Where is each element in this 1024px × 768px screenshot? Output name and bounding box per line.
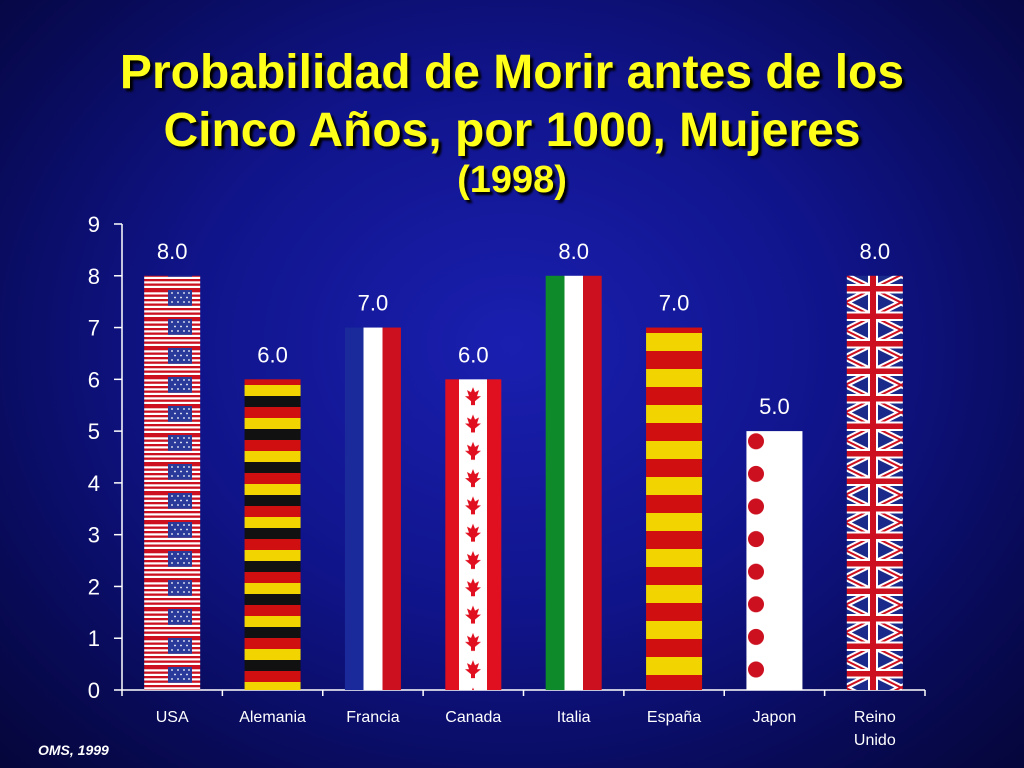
category-label: Francia <box>346 709 399 726</box>
category-label: USA <box>156 709 189 726</box>
value-label: 8.0 <box>157 239 188 264</box>
value-label: 8.0 <box>558 239 589 264</box>
value-label: 8.0 <box>860 239 891 264</box>
category-label: Alemania <box>239 709 306 726</box>
value-label: 5.0 <box>759 394 790 419</box>
bar-españa <box>646 327 703 690</box>
category-label: Canada <box>445 709 501 726</box>
bar-canada <box>445 379 502 690</box>
bar-italia <box>545 275 602 690</box>
y-tick-label: 1 <box>88 626 100 651</box>
y-tick-label: 3 <box>88 523 100 548</box>
category-label: Reino <box>854 709 896 726</box>
category-label: Italia <box>557 709 591 726</box>
y-tick-label: 9 <box>88 212 100 237</box>
value-label: 6.0 <box>257 342 288 367</box>
y-tick-label: 8 <box>88 264 100 289</box>
value-label: 7.0 <box>358 291 389 316</box>
bar-francia <box>344 327 401 690</box>
bar-alemania <box>244 379 301 690</box>
chart-title: Probabilidad de Morir antes de los Cinco… <box>0 44 1024 202</box>
chart-labels: 8.0 USA 6.0 Alemania 7.0 Francia 6.0 Canada 8.0 I… <box>156 239 896 749</box>
y-tick-label: 5 <box>88 419 100 444</box>
y-tick-label: 4 <box>88 471 100 496</box>
bar-usa <box>144 275 201 690</box>
category-label: España <box>647 709 701 726</box>
title-line-3: (1998) <box>457 159 567 201</box>
title-line-2: Cinco Años, por 1000, Mujeres <box>163 104 861 157</box>
y-tick-label: 7 <box>88 316 100 341</box>
category-label: Unido <box>854 732 896 749</box>
y-tick-label: 6 <box>88 367 100 392</box>
chart-bars <box>144 275 903 690</box>
y-tick-label: 0 <box>88 678 100 703</box>
source-note: OMS, 1999 <box>38 742 109 758</box>
category-label: Japon <box>753 709 797 726</box>
value-label: 7.0 <box>659 291 690 316</box>
value-label: 6.0 <box>458 342 489 367</box>
bar-japon <box>746 431 803 690</box>
y-tick-label: 2 <box>88 574 100 599</box>
bar-reino-unido <box>846 275 903 690</box>
title-line-1: Probabilidad de Morir antes de los <box>119 46 905 99</box>
